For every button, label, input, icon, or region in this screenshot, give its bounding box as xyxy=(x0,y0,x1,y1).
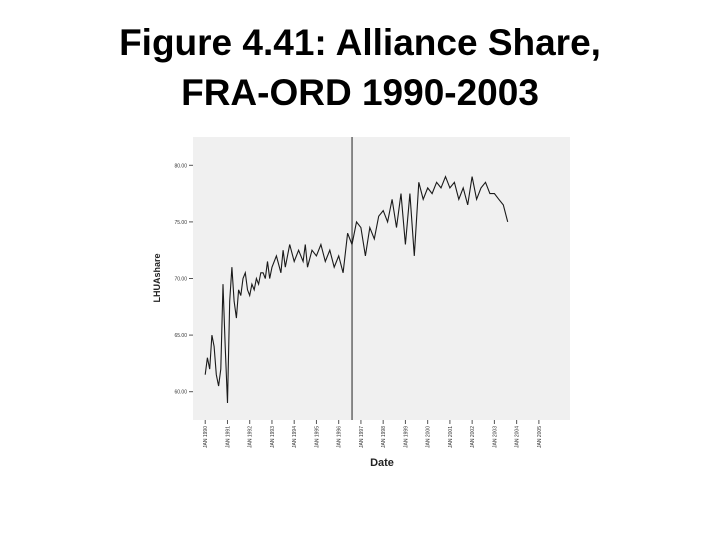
x-tick-label: JAN 2004 xyxy=(515,426,521,448)
title-line-1: Figure 4.41: Alliance Share, xyxy=(119,22,601,63)
x-tick-label: JAN 1991 xyxy=(225,426,231,448)
x-tick-label: JAN 2002 xyxy=(470,426,476,448)
y-tick-label: 70.00 xyxy=(174,277,187,283)
x-tick-label: JAN 2001 xyxy=(448,426,454,448)
series-line-lhuashare xyxy=(204,175,509,404)
x-tick-label: JAN 1996 xyxy=(337,426,343,448)
y-axis-title: LHUAshare xyxy=(152,253,162,302)
x-tick-label: JAN 2005 xyxy=(537,426,543,448)
x-tick-label: JAN 1990 xyxy=(203,426,209,448)
slide-title: Figure 4.41: Alliance Share, FRA-ORD 199… xyxy=(0,18,720,118)
y-tick-label: 80.00 xyxy=(174,163,187,169)
y-axis: 60.00 65.00 70.00 75.00 80.00 xyxy=(174,163,193,396)
y-tick-label: 65.00 xyxy=(174,333,187,339)
x-axis-title: Date xyxy=(370,457,394,469)
x-tick-label: JAN 1993 xyxy=(270,426,276,448)
x-axis: JAN 1990 JAN 1991 JAN 1992 JAN 1993 JAN 1994… xyxy=(203,420,543,448)
x-tick-label: JAN 2003 xyxy=(492,426,498,448)
x-tick-label: JAN 1992 xyxy=(248,426,254,448)
x-tick-label: JAN 1994 xyxy=(292,426,298,448)
x-tick-label: JAN 1998 xyxy=(381,426,387,448)
x-tick-label: JAN 1999 xyxy=(403,426,409,448)
x-tick-label: JAN 1995 xyxy=(314,426,320,448)
x-tick-label: JAN 2000 xyxy=(426,426,432,448)
y-tick-label: 75.00 xyxy=(174,220,187,226)
title-line-2: FRA-ORD 1990-2003 xyxy=(181,72,539,113)
x-tick-label: JAN 1997 xyxy=(359,426,365,448)
y-tick-label: 60.00 xyxy=(174,390,187,396)
plot-area xyxy=(193,137,570,420)
